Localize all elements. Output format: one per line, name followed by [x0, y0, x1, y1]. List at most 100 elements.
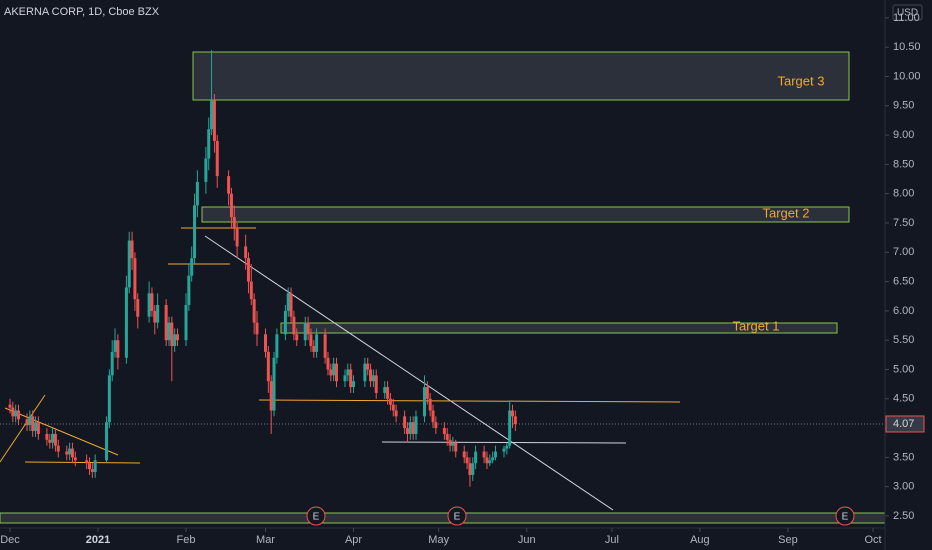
support-zone: [0, 512, 886, 524]
y-tick-label: 7.00: [893, 246, 914, 258]
y-tick-label: 9.50: [893, 100, 914, 112]
candle-body: [249, 281, 253, 300]
candle-body: [425, 387, 429, 399]
candle-body: [434, 422, 438, 429]
candle-body: [471, 463, 475, 475]
candle-body: [343, 375, 347, 382]
trend-line: [204, 235, 614, 511]
earnings-label: E: [313, 512, 320, 523]
y-tick-label: 6.00: [893, 305, 914, 317]
candle-body: [363, 363, 367, 382]
candle-body: [153, 310, 157, 323]
candle-body: [442, 428, 446, 434]
x-tick-label: Jun: [518, 534, 536, 546]
candle-body: [488, 460, 492, 464]
candle-body: [53, 433, 57, 446]
candle-body: [124, 287, 128, 358]
candle-body: [107, 375, 111, 423]
candle-body: [56, 445, 60, 452]
earnings-label: E: [454, 512, 461, 523]
candle-body: [229, 193, 233, 218]
candle-body: [485, 457, 489, 464]
candle-body: [269, 381, 273, 411]
candle-body: [235, 228, 239, 247]
candle-body: [127, 240, 131, 288]
x-tick-label: Oct: [865, 534, 882, 546]
candle-body: [505, 445, 509, 449]
x-tick-label: Apr: [345, 534, 362, 546]
currency-label: USD: [897, 8, 918, 19]
last-price-box: [885, 415, 925, 433]
x-tick-label: Jul: [605, 534, 619, 546]
candle-body: [93, 460, 97, 473]
candle-body: [374, 375, 378, 393]
candle-body: [286, 293, 290, 311]
currency-box[interactable]: [892, 4, 923, 21]
candle-body: [383, 387, 387, 393]
candle-body: [408, 422, 412, 434]
candle-body: [48, 439, 52, 443]
candle-body: [303, 322, 307, 341]
candle-body: [156, 305, 160, 323]
earnings-marker[interactable]: [835, 506, 855, 526]
earnings-label: E: [842, 512, 849, 523]
earnings-markers: E E E: [306, 506, 855, 526]
annotation: Target 1: [733, 318, 780, 333]
candle-body: [491, 457, 495, 461]
candle-body: [428, 398, 432, 411]
candle-body: [414, 416, 418, 434]
target-zone: [192, 51, 850, 101]
candle-body: [391, 404, 395, 411]
y-tick-label: 8.50: [893, 158, 914, 170]
candle-body: [164, 305, 168, 341]
candle-body: [482, 451, 486, 458]
candle-body: [493, 451, 497, 458]
x-tick-label: Sep: [778, 534, 798, 546]
candle-body: [187, 275, 191, 306]
candle-body: [90, 469, 94, 473]
y-tick-label: 7.50: [893, 217, 914, 229]
x-tick-label: May: [428, 534, 449, 546]
candle-body: [462, 451, 466, 458]
trend-line: [0, 394, 46, 463]
candle-body: [502, 448, 506, 452]
candle-body: [454, 442, 458, 452]
candle-body: [252, 299, 256, 323]
candle-body: [264, 334, 268, 352]
candle-body: [513, 416, 517, 424]
earnings-marker[interactable]: [447, 506, 467, 526]
candle-body: [204, 158, 208, 182]
candle-body: [87, 463, 91, 470]
candle-body: [68, 448, 72, 455]
candle-body: [14, 410, 18, 417]
candle-body: [130, 240, 134, 259]
candle-body: [25, 419, 29, 426]
candle-body: [388, 398, 392, 405]
candle-body: [193, 205, 197, 259]
candle-body: [11, 407, 15, 417]
x-tick-label: Aug: [690, 534, 710, 546]
x-tick-label: 2021: [86, 534, 110, 546]
y-tick-label: 3.50: [893, 451, 914, 463]
candle-body: [34, 422, 38, 432]
candle-body: [105, 422, 109, 461]
trend-line: [4, 407, 119, 456]
candle-body: [232, 217, 236, 229]
candle-body: [411, 422, 415, 434]
candle-body: [184, 305, 188, 341]
x-tick-label: Feb: [177, 534, 196, 546]
candle-body: [366, 363, 370, 370]
candle-body: [190, 258, 194, 276]
candle-body: [323, 334, 327, 358]
candle-body: [508, 410, 512, 446]
earnings-marker[interactable]: [306, 506, 326, 526]
candle-body: [423, 387, 427, 417]
last-price-label: 4.07: [893, 418, 914, 430]
candle-body: [207, 129, 211, 159]
candle-body: [272, 357, 276, 411]
y-tick-label: 2.50: [893, 510, 914, 522]
candle-body: [312, 346, 316, 352]
candle-body: [175, 334, 179, 341]
candle-body: [394, 410, 398, 417]
y-tick-label: 5.50: [893, 334, 914, 346]
